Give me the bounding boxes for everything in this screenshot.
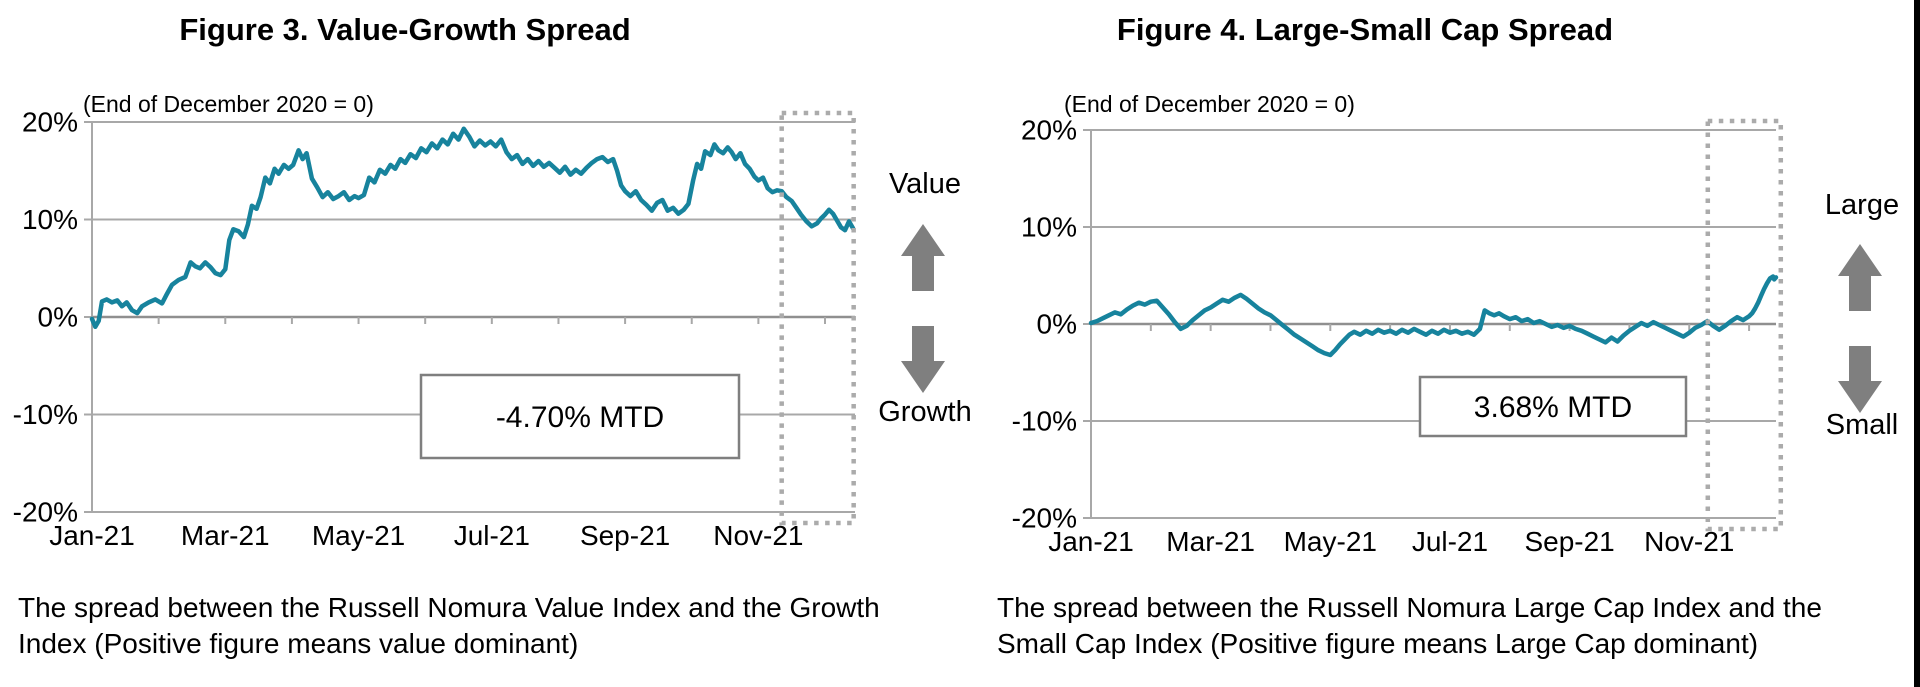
direction-label-up: Value (888, 168, 962, 200)
y-tick-label: 0% (1037, 309, 1077, 340)
figure-caption: The spread between the Russell Nomura La… (997, 592, 1822, 659)
figure-note: (End of December 2020 = 0) (1064, 91, 1355, 117)
x-tick-label: Jan-21 (1048, 526, 1134, 557)
x-tick-label: Jan-21 (49, 520, 135, 551)
x-tick-label: May-21 (312, 520, 405, 551)
x-tick-label: Sep-21 (580, 520, 670, 551)
direction-label-down: Growth (878, 396, 972, 428)
x-tick-label: Jul-21 (1412, 526, 1488, 557)
spread-line (1088, 274, 1779, 358)
y-tick-label: -10% (1012, 406, 1077, 437)
figure-4-panel: Figure 4. Large-Small Cap Spread (End of… (960, 0, 1920, 687)
highlight-current-month-box (1705, 118, 1784, 532)
x-tick-label: Mar-21 (181, 520, 270, 551)
mtd-annotation: 3.68% MTD (1418, 375, 1688, 438)
down-arrow-icon (901, 326, 945, 393)
y-tick-label: 10% (1021, 212, 1077, 243)
plot-layer: 20% 10% 0% -10% -20%Jan-21 Mar-21 May-21 Jul-21… (13, 107, 856, 551)
y-tick-label: -20% (13, 497, 78, 528)
figure-title: Figure 3. Value-Growth Spread (179, 12, 631, 47)
large-small-cap-chart: 20% 10% 0% -10% -20%Jan-21 Mar-21 May-21 Jul-21… (1012, 115, 1784, 557)
mtd-text: -4.70% MTD (496, 401, 664, 434)
spread-line (89, 126, 856, 330)
mtd-annotation: -4.70% MTD (419, 373, 741, 460)
mtd-box (419, 373, 741, 460)
figure-3-panel: Figure 3. Value-Growth Spread (End of De… (13, 12, 972, 659)
x-tick-label: Mar-21 (1166, 526, 1255, 557)
y-tick-label: 0% (38, 302, 78, 333)
figure-title: Figure 4. Large-Small Cap Spread (1116, 12, 1614, 47)
x-tick-label: Jul-21 (454, 520, 530, 551)
y-tick-label: 10% (22, 204, 78, 235)
direction-label-up: Large (1824, 189, 1900, 221)
down-arrow-icon (1838, 346, 1882, 413)
y-tick-label: 20% (22, 107, 78, 138)
y-tick-label: -10% (13, 399, 78, 430)
y-tick-label: 20% (1021, 115, 1077, 146)
figure-caption: The spread between the Russell Nomura Va… (18, 592, 880, 659)
mtd-text: 3.68% MTD (1474, 391, 1632, 424)
page-right-border (1914, 0, 1920, 687)
up-arrow-icon (1838, 244, 1882, 311)
mtd-box (1418, 375, 1688, 438)
figure-note: (End of December 2020 = 0) (83, 91, 374, 117)
value-growth-chart: 20% 10% 0% -10% -20%Jan-21 Mar-21 May-21 Jul-21… (13, 107, 856, 551)
plot-layer: 20% 10% 0% -10% -20%Jan-21 Mar-21 May-21 Jul-21… (1012, 115, 1784, 557)
direction-label-down: Small (1825, 409, 1899, 441)
up-arrow-icon (901, 224, 945, 291)
x-tick-label: May-21 (1284, 526, 1377, 557)
highlight-current-month-box (779, 110, 856, 526)
y-tick-label: -20% (1012, 503, 1077, 534)
x-tick-label: Nov-21 (713, 520, 803, 551)
x-tick-label: Sep-21 (1524, 526, 1614, 557)
